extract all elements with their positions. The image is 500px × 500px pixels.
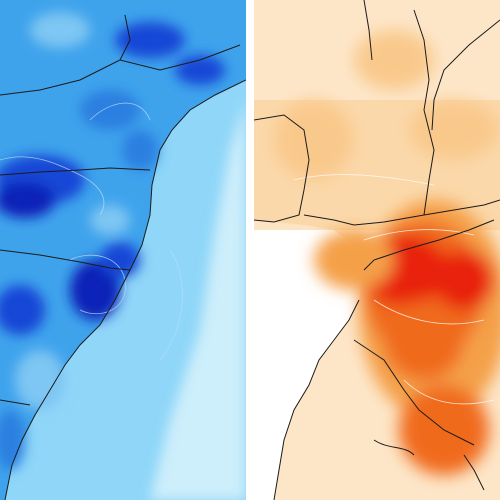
right-map bbox=[254, 0, 500, 500]
ocean-far-area bbox=[150, 60, 246, 500]
left-map-panel bbox=[0, 0, 246, 500]
left-map bbox=[0, 0, 246, 500]
political-borders bbox=[254, 0, 500, 500]
right-map-panel bbox=[254, 0, 500, 500]
political-borders bbox=[0, 14, 246, 500]
panel-divider bbox=[246, 0, 254, 500]
anomaly-shading bbox=[0, 12, 225, 470]
